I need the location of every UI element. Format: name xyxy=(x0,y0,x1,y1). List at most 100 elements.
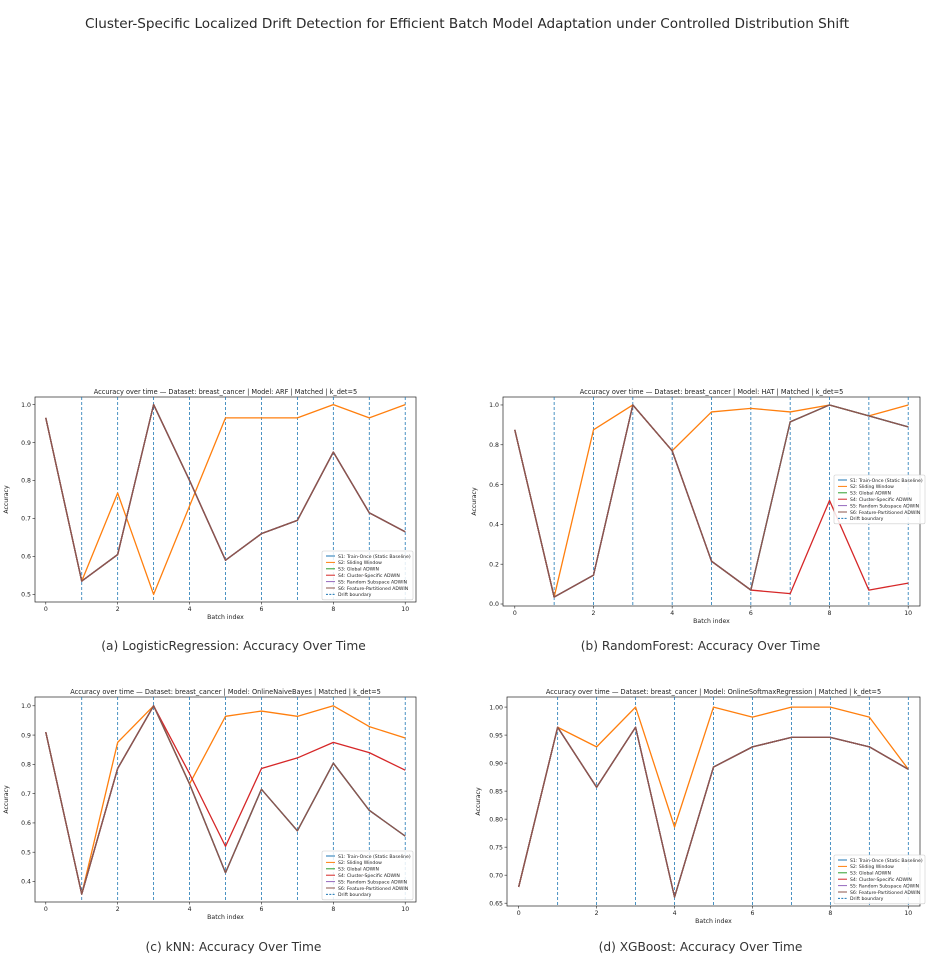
legend-box xyxy=(833,854,926,905)
y-axis-label: Accuracy xyxy=(471,487,478,516)
y-tick-label: 0.8 xyxy=(489,442,499,449)
y-tick-label: 1.0 xyxy=(21,402,31,409)
legend-label: Drift boundary xyxy=(338,592,372,598)
legend-label: S3: Global ADWIN xyxy=(338,867,379,873)
y-tick-label: 0.7 xyxy=(21,516,31,523)
legend-label: Drift boundary xyxy=(338,892,372,898)
x-tick-label: 6 xyxy=(259,906,263,913)
x-tick-label: 2 xyxy=(116,906,120,913)
legend-box xyxy=(321,850,414,901)
legend-label: S5: Random Subspace ADWIN xyxy=(850,503,919,509)
x-tick-label: 10 xyxy=(401,606,409,613)
y-tick-label: 1.00 xyxy=(489,704,503,711)
caption-b: (b) RandomForest: Accuracy Over Time xyxy=(580,639,821,653)
y-tick-label: 0.75 xyxy=(489,844,503,851)
legend-label: S4: Cluster-Specific ADWIN xyxy=(338,573,400,579)
y-tick-label: 1.0 xyxy=(489,402,499,409)
y-tick-label: 0.7 xyxy=(21,791,31,798)
y-tick-label: 0.0 xyxy=(489,601,499,608)
y-tick-label: 1.0 xyxy=(21,703,31,710)
y-tick-label: 0.4 xyxy=(21,879,31,886)
legend-label: S5: Random Subspace ADWIN xyxy=(338,879,407,885)
legend-label: S2: Sliding Window xyxy=(338,560,382,566)
x-tick-label: 0 xyxy=(44,906,48,913)
chart-a-svg: Accuracy over time — Dataset: breast_can… xyxy=(3,388,417,621)
y-tick-label: 0.9 xyxy=(21,440,31,447)
y-tick-label: 0.6 xyxy=(21,820,31,827)
x-tick-label: 8 xyxy=(331,606,335,613)
legend-box xyxy=(321,550,414,601)
series-line-s2 xyxy=(45,403,406,596)
series-line-s6 xyxy=(514,404,909,598)
y-tick-label: 0.9 xyxy=(21,732,31,739)
y-tick-label: 0.2 xyxy=(489,561,499,568)
chart-a-title: Accuracy over time — Dataset: breast_can… xyxy=(94,388,358,396)
y-tick-label: 0.85 xyxy=(489,788,503,795)
legend-label: S1: Train-Once (Static Baseline) xyxy=(338,854,411,860)
legend: S1: Train-Once (Static Baseline)S2: Slid… xyxy=(321,550,414,601)
x-tick-label: 0 xyxy=(44,606,48,613)
x-tick-label: 6 xyxy=(749,610,753,617)
legend-label: S4: Cluster-Specific ADWIN xyxy=(338,873,400,879)
x-tick-label: 10 xyxy=(401,906,409,913)
y-tick-label: 0.5 xyxy=(21,849,31,856)
chart-panel-a: Accuracy over time — Dataset: breast_can… xyxy=(0,380,467,653)
y-tick-label: 0.65 xyxy=(489,900,503,907)
x-axis-label: Batch index xyxy=(207,614,244,621)
x-tick-label: 10 xyxy=(904,910,912,917)
y-tick-label: 0.8 xyxy=(21,478,31,485)
x-tick-label: 4 xyxy=(188,606,192,613)
y-tick-label: 0.95 xyxy=(489,732,503,739)
legend-label: Drift boundary xyxy=(850,896,884,902)
y-axis-label: Accuracy xyxy=(3,485,10,514)
chart-panel-c: Accuracy over time — Dataset: breast_can… xyxy=(0,680,467,954)
legend-label: S5: Random Subspace ADWIN xyxy=(338,579,407,585)
legend: S1: Train-Once (Static Baseline)S2: Slid… xyxy=(833,474,926,525)
x-tick-label: 4 xyxy=(188,906,192,913)
y-tick-label: 0.80 xyxy=(489,816,503,823)
legend-label: S2: Sliding Window xyxy=(850,484,894,490)
legend: S1: Train-Once (Static Baseline)S2: Slid… xyxy=(833,854,926,905)
chart-c-svg: Accuracy over time — Dataset: breast_can… xyxy=(3,688,417,921)
legend-label: S4: Cluster-Specific ADWIN xyxy=(850,497,912,503)
chart-c-title: Accuracy over time — Dataset: breast_can… xyxy=(70,688,381,696)
x-tick-label: 4 xyxy=(670,610,674,617)
legend-label: S3: Global ADWIN xyxy=(850,491,891,497)
x-tick-label: 6 xyxy=(259,606,263,613)
legend-label: S1: Train-Once (Static Baseline) xyxy=(850,858,923,864)
series-line-s6 xyxy=(45,403,406,582)
x-tick-label: 0 xyxy=(517,910,521,917)
legend-label: S5: Random Subspace ADWIN xyxy=(850,883,919,889)
chart-panel-b: Accuracy over time — Dataset: breast_can… xyxy=(467,380,934,653)
x-axis-label: Batch index xyxy=(693,618,730,625)
chart-b-title: Accuracy over time — Dataset: breast_can… xyxy=(580,388,844,396)
x-tick-label: 8 xyxy=(331,906,335,913)
legend-label: S3: Global ADWIN xyxy=(338,567,379,573)
x-tick-label: 8 xyxy=(828,610,832,617)
legend-box xyxy=(833,474,926,525)
y-tick-label: 0.70 xyxy=(489,872,503,879)
y-tick-label: 0.6 xyxy=(489,482,499,489)
caption-c: (c) kNN: Accuracy Over Time xyxy=(145,940,322,954)
x-tick-label: 2 xyxy=(116,606,120,613)
x-tick-label: 4 xyxy=(673,910,677,917)
chart-d-svg: Accuracy over time — Dataset: breast_can… xyxy=(475,688,926,925)
legend-label: S2: Sliding Window xyxy=(850,864,894,870)
series-line-s6 xyxy=(518,726,909,898)
legend: S1: Train-Once (Static Baseline)S2: Slid… xyxy=(321,850,414,901)
y-tick-label: 0.6 xyxy=(21,554,31,561)
y-tick-label: 0.5 xyxy=(21,592,31,599)
legend-label: S2: Sliding Window xyxy=(338,860,382,866)
legend-label: S3: Global ADWIN xyxy=(850,871,891,877)
caption-a: (a) LogisticRegression: Accuracy Over Ti… xyxy=(101,639,366,653)
x-tick-label: 10 xyxy=(904,610,912,617)
x-tick-label: 2 xyxy=(595,910,599,917)
legend-label: Drift boundary xyxy=(850,516,884,522)
caption-d: (d) XGBoost: Accuracy Over Time xyxy=(598,940,803,954)
chart-b-svg: Accuracy over time — Dataset: breast_can… xyxy=(471,388,926,625)
series-line-s2 xyxy=(518,706,909,888)
y-axis-label: Accuracy xyxy=(475,787,482,816)
x-tick-label: 2 xyxy=(592,610,596,617)
y-tick-label: 0.4 xyxy=(489,522,499,529)
x-tick-label: 8 xyxy=(828,910,832,917)
